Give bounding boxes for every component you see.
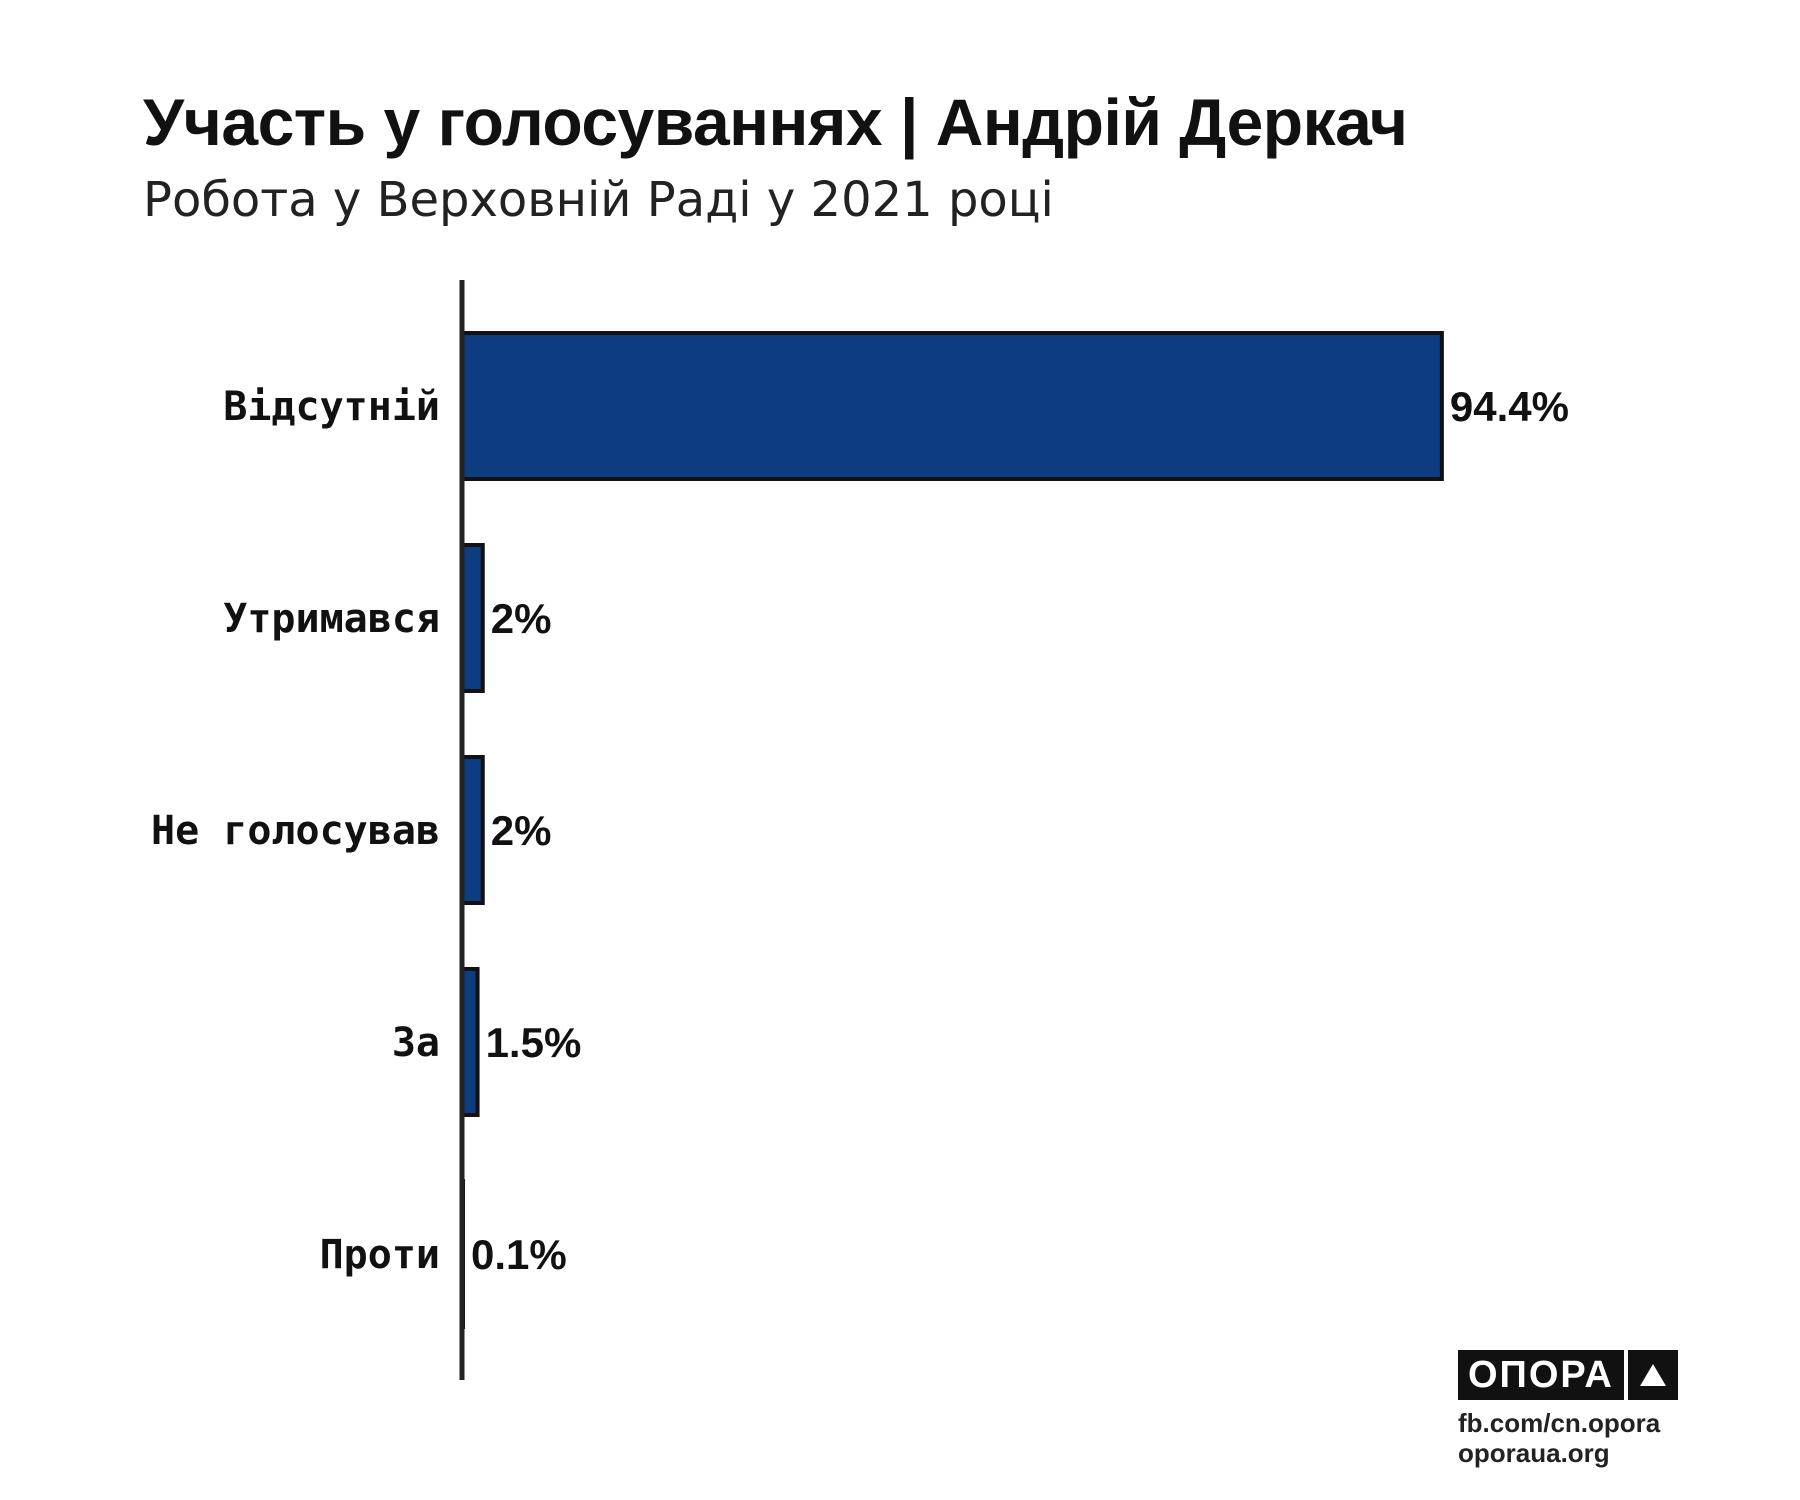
category-label: Проти	[320, 1232, 440, 1278]
chart-title: Участь у голосуваннях | Андрій Деркач	[143, 85, 1408, 159]
logo-separator	[1624, 1350, 1628, 1400]
triangle-icon	[1628, 1350, 1678, 1400]
category-label: Не голосував	[151, 808, 440, 854]
website-link[interactable]: oporaua.org	[1458, 1438, 1610, 1468]
value-label: 2%	[491, 807, 552, 854]
bar-3	[460, 755, 485, 905]
logo-wordmark: ОПОРА	[1468, 1354, 1614, 1396]
category-label: Відсутній	[223, 384, 440, 430]
category-label: Утримався	[223, 596, 440, 642]
chart-subtitle: Робота у Верховній Раді у 2021 році	[143, 172, 1054, 228]
value-label: 94.4%	[1450, 383, 1569, 430]
value-label: 1.5%	[486, 1019, 582, 1066]
logo-box: ОПОРА	[1458, 1350, 1678, 1400]
value-label: 0.1%	[471, 1231, 567, 1278]
bar-2	[460, 543, 485, 693]
facebook-link[interactable]: fb.com/cn.opora	[1458, 1408, 1661, 1438]
opora-logo: ОПОРА fb.com/cn.opora oporaua.org	[1458, 1350, 1678, 1468]
bar-1	[460, 331, 1444, 481]
value-label: 2%	[491, 595, 552, 642]
category-label: За	[392, 1020, 440, 1066]
